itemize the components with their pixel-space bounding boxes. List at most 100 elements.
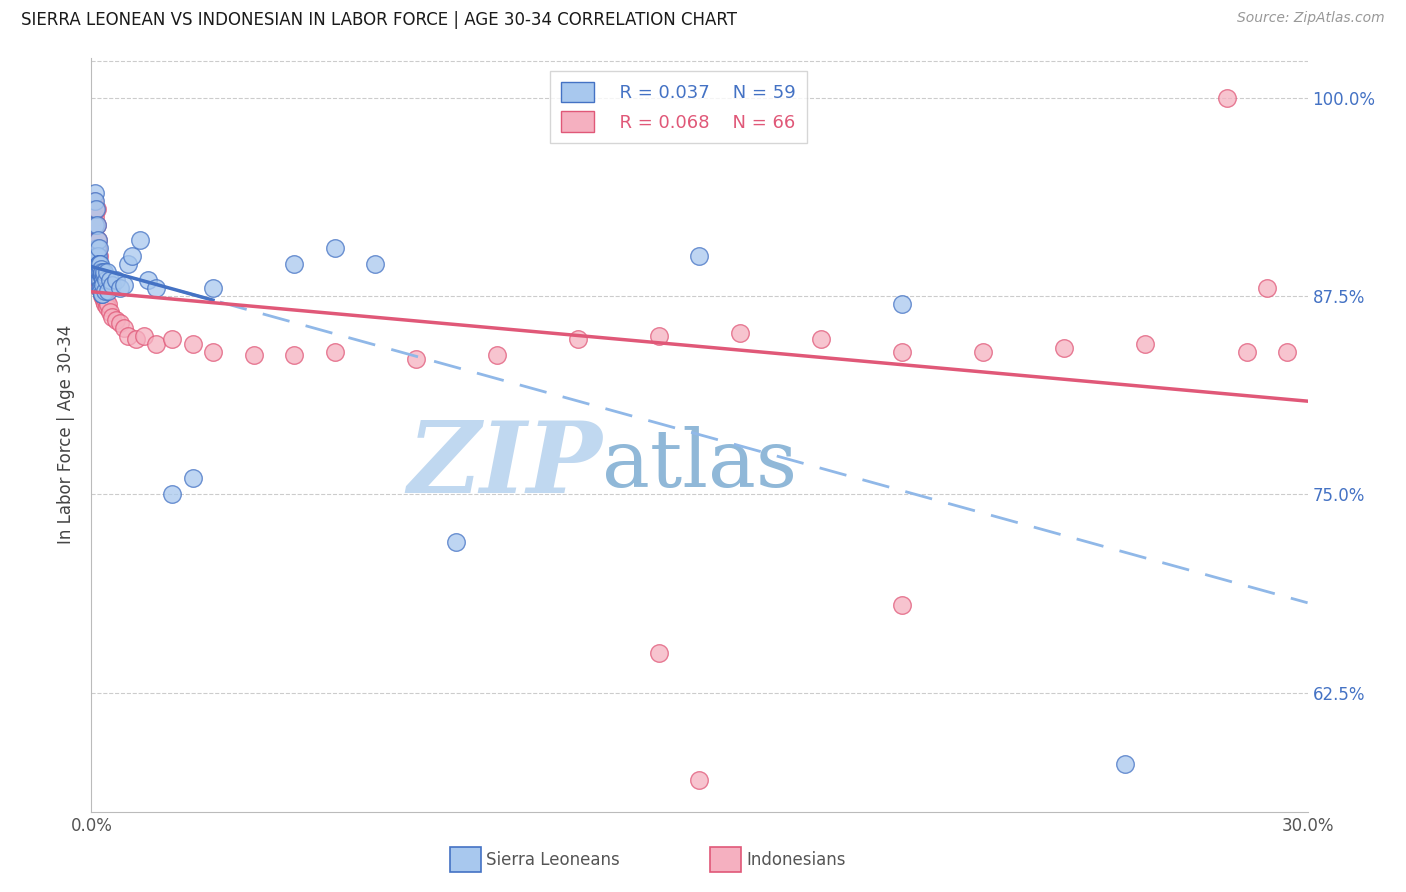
Point <box>810 332 832 346</box>
Point <box>891 344 914 359</box>
Point <box>84 194 107 208</box>
Text: Indonesians: Indonesians <box>747 851 846 869</box>
Point <box>283 348 305 362</box>
Point <box>972 344 994 359</box>
Text: ZIP: ZIP <box>408 417 602 513</box>
Point <box>89 281 111 295</box>
Point <box>444 535 467 549</box>
Point <box>97 297 120 311</box>
Point <box>112 277 135 292</box>
Point <box>86 218 108 232</box>
Point <box>323 241 346 255</box>
Point <box>1114 757 1136 772</box>
Point <box>90 287 112 301</box>
Point <box>87 257 110 271</box>
Point <box>891 297 914 311</box>
Point <box>136 273 159 287</box>
Point <box>1277 344 1299 359</box>
Point <box>94 297 117 311</box>
Point <box>90 281 112 295</box>
Point <box>86 241 108 255</box>
Point <box>87 241 110 255</box>
Point <box>87 265 110 279</box>
Point <box>83 194 105 208</box>
Point <box>96 265 118 279</box>
Point <box>87 241 110 255</box>
Point <box>91 289 114 303</box>
Point <box>84 210 107 224</box>
Point <box>86 218 108 232</box>
Point <box>84 218 107 232</box>
Point <box>100 310 122 324</box>
Point <box>90 268 112 283</box>
Point <box>98 273 121 287</box>
Point <box>94 273 117 287</box>
Point <box>86 202 108 216</box>
Point <box>87 265 110 279</box>
Point <box>90 268 112 283</box>
Point <box>89 257 111 271</box>
Point <box>90 268 112 283</box>
Point <box>1135 336 1157 351</box>
Point <box>283 257 305 271</box>
Point <box>91 285 114 299</box>
Point <box>688 772 710 787</box>
Point <box>132 328 155 343</box>
Point <box>93 293 115 308</box>
Point <box>97 285 120 299</box>
Point <box>87 249 110 263</box>
Point <box>648 646 671 660</box>
Point <box>93 265 115 279</box>
Point <box>93 289 115 303</box>
Point <box>181 336 204 351</box>
Point <box>485 348 508 362</box>
Point <box>96 300 118 314</box>
Point <box>1053 342 1076 356</box>
Point <box>688 249 710 263</box>
Point <box>89 257 111 271</box>
Text: atlas: atlas <box>602 426 797 504</box>
Point <box>202 281 225 295</box>
Point <box>145 281 167 295</box>
Point <box>90 289 112 303</box>
Point <box>89 257 111 271</box>
Point <box>93 268 115 283</box>
Point <box>242 348 264 362</box>
Text: Sierra Leoneans: Sierra Leoneans <box>486 851 620 869</box>
Point <box>117 328 139 343</box>
Point <box>323 344 346 359</box>
Point <box>87 281 110 295</box>
Point <box>84 202 107 216</box>
Point <box>108 316 131 330</box>
Point <box>90 285 112 299</box>
Legend:   R = 0.037    N = 59,   R = 0.068    N = 66: R = 0.037 N = 59, R = 0.068 N = 66 <box>550 70 807 144</box>
Point <box>405 352 427 367</box>
Point <box>94 293 117 308</box>
Point <box>84 202 107 216</box>
Point <box>84 202 107 216</box>
Point <box>100 277 122 292</box>
Point <box>91 265 114 279</box>
Point <box>162 487 184 501</box>
Point <box>891 599 914 613</box>
Point <box>87 257 110 271</box>
Point <box>108 281 131 295</box>
Point <box>86 234 108 248</box>
Point <box>84 218 107 232</box>
Text: Source: ZipAtlas.com: Source: ZipAtlas.com <box>1237 11 1385 25</box>
Point <box>89 265 111 279</box>
Point <box>98 305 121 319</box>
Point <box>91 277 114 292</box>
Point <box>145 336 167 351</box>
Point <box>87 265 110 279</box>
Point <box>89 273 111 287</box>
Point <box>728 326 751 340</box>
Point <box>121 249 143 263</box>
Point <box>1215 90 1237 104</box>
Point <box>1236 344 1258 359</box>
Point <box>90 273 112 287</box>
Point <box>90 262 112 277</box>
Point <box>104 273 127 287</box>
Y-axis label: In Labor Force | Age 30-34: In Labor Force | Age 30-34 <box>58 326 76 544</box>
Point <box>87 257 110 271</box>
